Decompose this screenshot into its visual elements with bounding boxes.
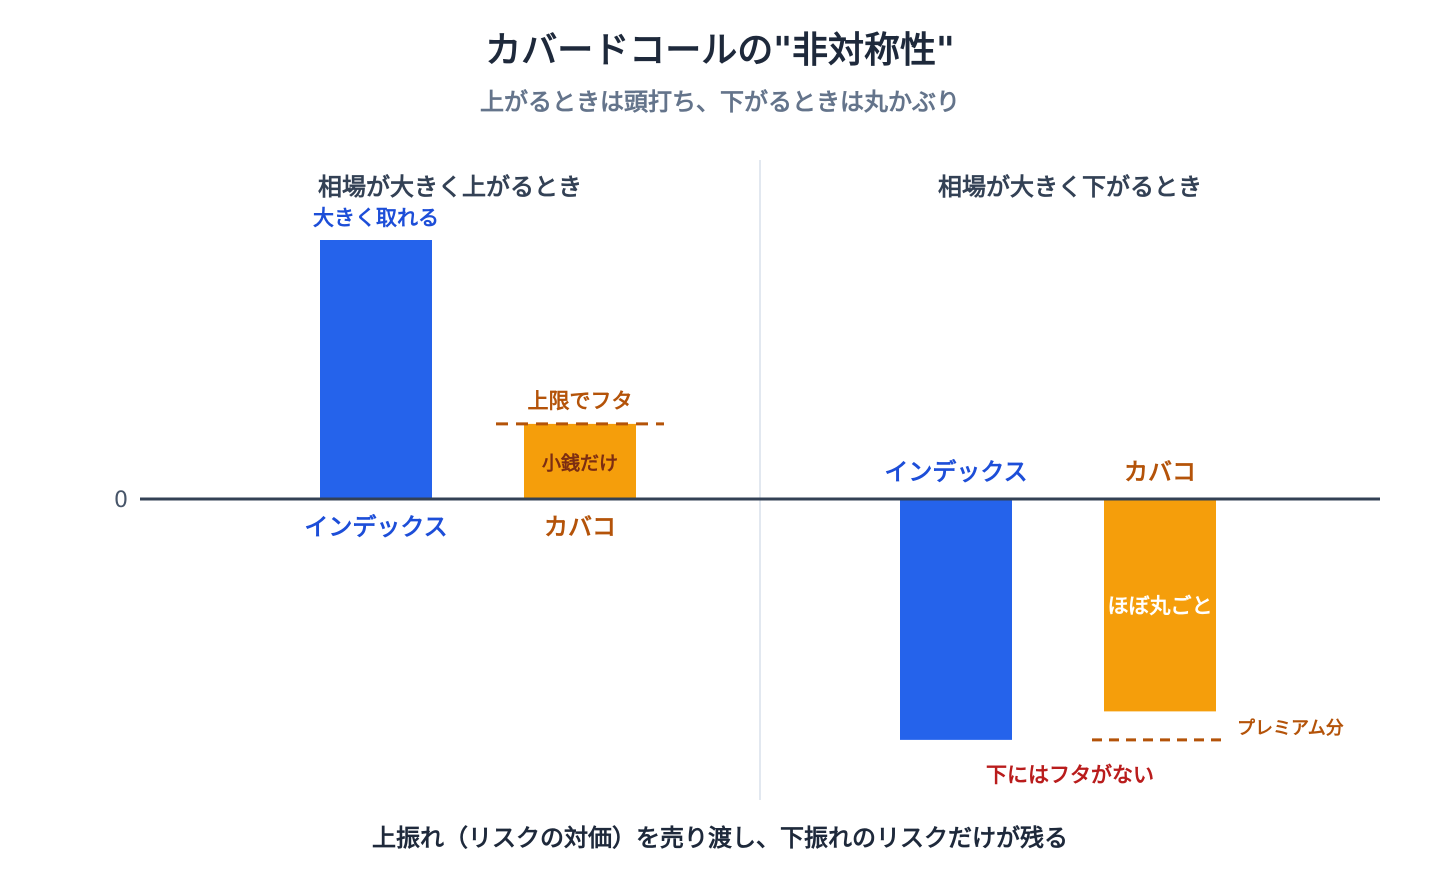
panel-title-down: 相場が大きく下がるとき	[938, 173, 1202, 201]
annotation-large-gain: 大きく取れる	[313, 206, 439, 230]
category-label-up-covered-call: カバコ	[544, 513, 616, 541]
panel-title-up: 相場が大きく上がるとき	[318, 173, 582, 201]
category-label-down-index: インデックス	[884, 458, 1027, 486]
no-cap-note: 下にはフタがない	[986, 763, 1154, 787]
chart-title: カバードコールの"非対称性"	[485, 30, 955, 71]
bar-up-index	[320, 240, 432, 499]
annotation-down-covered-call: ほぼ丸ごと	[1108, 594, 1213, 618]
annotation-small-gain: 小銭だけ	[542, 451, 618, 474]
premium-label-down: プレミアム分	[1237, 717, 1344, 739]
zero-tick-label: 0	[114, 488, 128, 513]
chart-subtitle: 上がるときは頭打ち、下がるときは丸かぶり	[480, 88, 960, 116]
bar-down-index	[900, 499, 1012, 740]
chart-footer: 上振れ（リスクの対価）を売り渡し、下振れのリスクだけが残る	[372, 824, 1068, 852]
bar-down-covered-call	[1104, 499, 1216, 712]
category-label-down-covered-call: カバコ	[1124, 458, 1196, 486]
category-label-up-index: インデックス	[304, 513, 447, 541]
bar-up-covered-call	[524, 423, 636, 499]
cap-label-up: 上限でフタ	[528, 389, 633, 413]
